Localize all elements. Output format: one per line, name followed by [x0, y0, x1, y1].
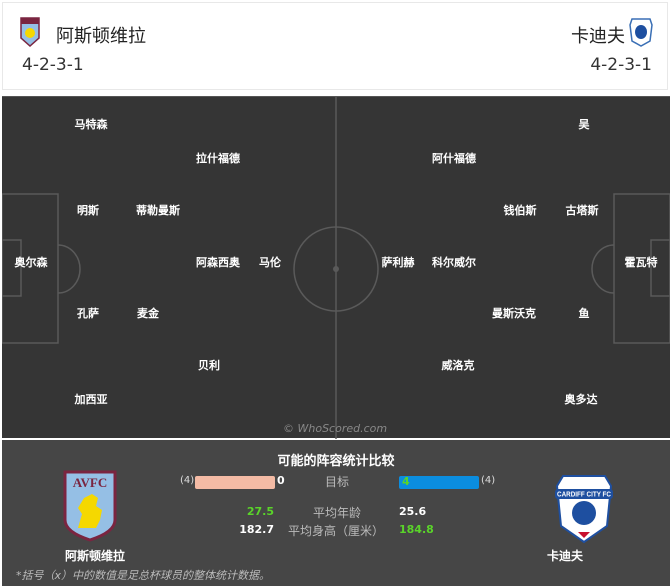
player-label[interactable]: 威洛克: [441, 359, 475, 372]
home-goals-bar: [195, 476, 275, 489]
player-label[interactable]: 明斯: [77, 204, 99, 217]
player-label[interactable]: 麦金: [137, 307, 159, 320]
pitch: 马特森 拉什福德 明斯 蒂勒曼斯 奥尔森 阿森西奥 马伦 孔萨 麦金 贝利 加西…: [2, 96, 670, 439]
player-label[interactable]: 曼斯沃克: [492, 307, 536, 320]
home-goals-total: (4): [180, 475, 195, 486]
player-label[interactable]: 贝利: [198, 359, 220, 372]
home-formation: 4-2-3-1: [22, 55, 84, 75]
player-label[interactable]: 钱伯斯: [503, 204, 537, 217]
away-goals-bar: 4: [399, 475, 479, 489]
comparison-title: 可能的阵容统计比较: [277, 454, 395, 469]
watermark: © WhoScored.com: [283, 422, 388, 435]
comparison-panel: 可能的阵容统计比较 AVFC CARDIFF CITY FC 阿斯顿维拉 卡迪夫…: [2, 440, 670, 586]
player-label[interactable]: 蒂勒曼斯: [136, 204, 180, 217]
aston-villa-badge-icon: [20, 17, 40, 47]
home-team-name[interactable]: 阿斯顿维拉: [56, 26, 146, 47]
goals-label: 目标: [325, 475, 350, 489]
age-label: 平均年龄: [313, 506, 362, 520]
player-label[interactable]: 萨利赫: [381, 256, 415, 269]
home-team-label: 阿斯顿维拉: [65, 549, 126, 563]
away-formation: 4-2-3-1: [590, 55, 652, 75]
aston-villa-crest-icon: AVFC: [63, 470, 117, 542]
aston-villa-crest-text: AVFC: [73, 475, 107, 490]
away-age: 25.6: [399, 505, 427, 518]
player-label[interactable]: 拉什福德: [196, 152, 240, 165]
away-team-label: 卡迪夫: [547, 549, 584, 563]
player-label: 奥多达: [564, 393, 598, 406]
player-label[interactable]: 孔萨: [77, 307, 99, 320]
cardiff-crest-icon: CARDIFF CITY FC: [555, 475, 613, 544]
away-height: 184.8: [399, 523, 434, 536]
cardiff-crest-text: CARDIFF CITY FC: [557, 492, 611, 499]
height-label: 平均身高（厘米）: [288, 524, 385, 538]
player-label[interactable]: 鱼: [578, 307, 590, 320]
player-label[interactable]: 奥尔森: [14, 256, 48, 269]
home-height: 182.7: [239, 523, 274, 536]
home-age: 27.5: [246, 505, 274, 518]
home-goals-value: 0: [277, 474, 285, 487]
away-team-name[interactable]: 卡迪夫: [571, 26, 625, 47]
player-label[interactable]: 霍瓦特: [624, 256, 658, 269]
player-label[interactable]: 吴: [578, 118, 590, 131]
away-goals-value: 4: [402, 475, 410, 488]
player-label[interactable]: 阿森西奥: [196, 256, 240, 269]
player-label[interactable]: 科尔威尔: [432, 256, 476, 269]
footnote: *括号（x）中的数值是足总杯球员的整体统计数据。: [16, 569, 271, 582]
player-label[interactable]: 马特森: [74, 118, 108, 131]
player-label[interactable]: 马伦: [259, 256, 281, 269]
match-header: 阿斯顿维拉 4-2-3-1 卡迪夫 4-2-3-1: [2, 2, 668, 90]
player-label[interactable]: 加西亚: [74, 393, 108, 406]
player-label[interactable]: 阿什福德: [432, 152, 476, 165]
away-goals-total: (4): [481, 475, 496, 486]
cardiff-badge-icon: [629, 18, 653, 47]
pitch-markings: [2, 97, 670, 439]
player-label[interactable]: 古塔斯: [565, 204, 599, 217]
